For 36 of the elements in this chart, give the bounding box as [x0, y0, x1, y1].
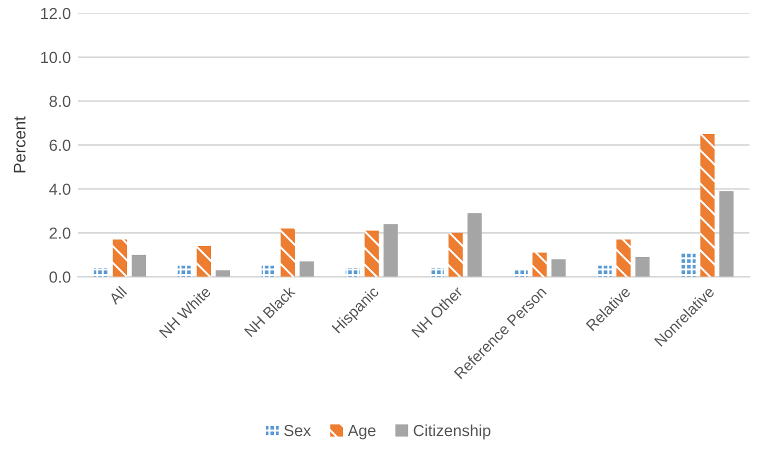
- y-axis-title: Percent: [14, 116, 26, 172]
- bar: [468, 213, 482, 277]
- bar: [280, 228, 295, 277]
- bar: [112, 239, 128, 277]
- bar: [364, 230, 379, 277]
- bar: [513, 270, 528, 277]
- bar: [448, 232, 463, 277]
- x-tick-label: All: [108, 286, 128, 305]
- bar: [178, 266, 192, 277]
- bar: [681, 252, 696, 277]
- y-tick-label: 2.0: [50, 228, 70, 239]
- y-tick-label: 10.0: [41, 52, 70, 64]
- bar: [262, 266, 276, 277]
- bar: [700, 134, 715, 277]
- y-tick-label: 0.0: [49, 271, 70, 283]
- bar: [94, 268, 108, 277]
- legend-label: Sex: [284, 424, 311, 436]
- y-tick-label: 6.0: [50, 140, 70, 151]
- bar: [551, 259, 566, 277]
- bar: [430, 268, 444, 277]
- legend-label: Age: [348, 425, 376, 440]
- y-tick-label: 12.0: [41, 8, 70, 20]
- y-tick-label: 8.0: [50, 96, 70, 108]
- bar: [635, 257, 650, 277]
- bar: [196, 246, 212, 277]
- bar: [616, 239, 631, 277]
- y-tick-label: 4.0: [49, 184, 70, 195]
- bar: [216, 270, 230, 277]
- bar: [300, 261, 314, 277]
- bar: [346, 268, 360, 277]
- bar: [597, 266, 612, 277]
- bar: [132, 254, 146, 277]
- legend-label: Citizenship: [414, 424, 490, 440]
- bar: [719, 191, 734, 277]
- bar: [384, 224, 398, 277]
- bar: [532, 252, 547, 277]
